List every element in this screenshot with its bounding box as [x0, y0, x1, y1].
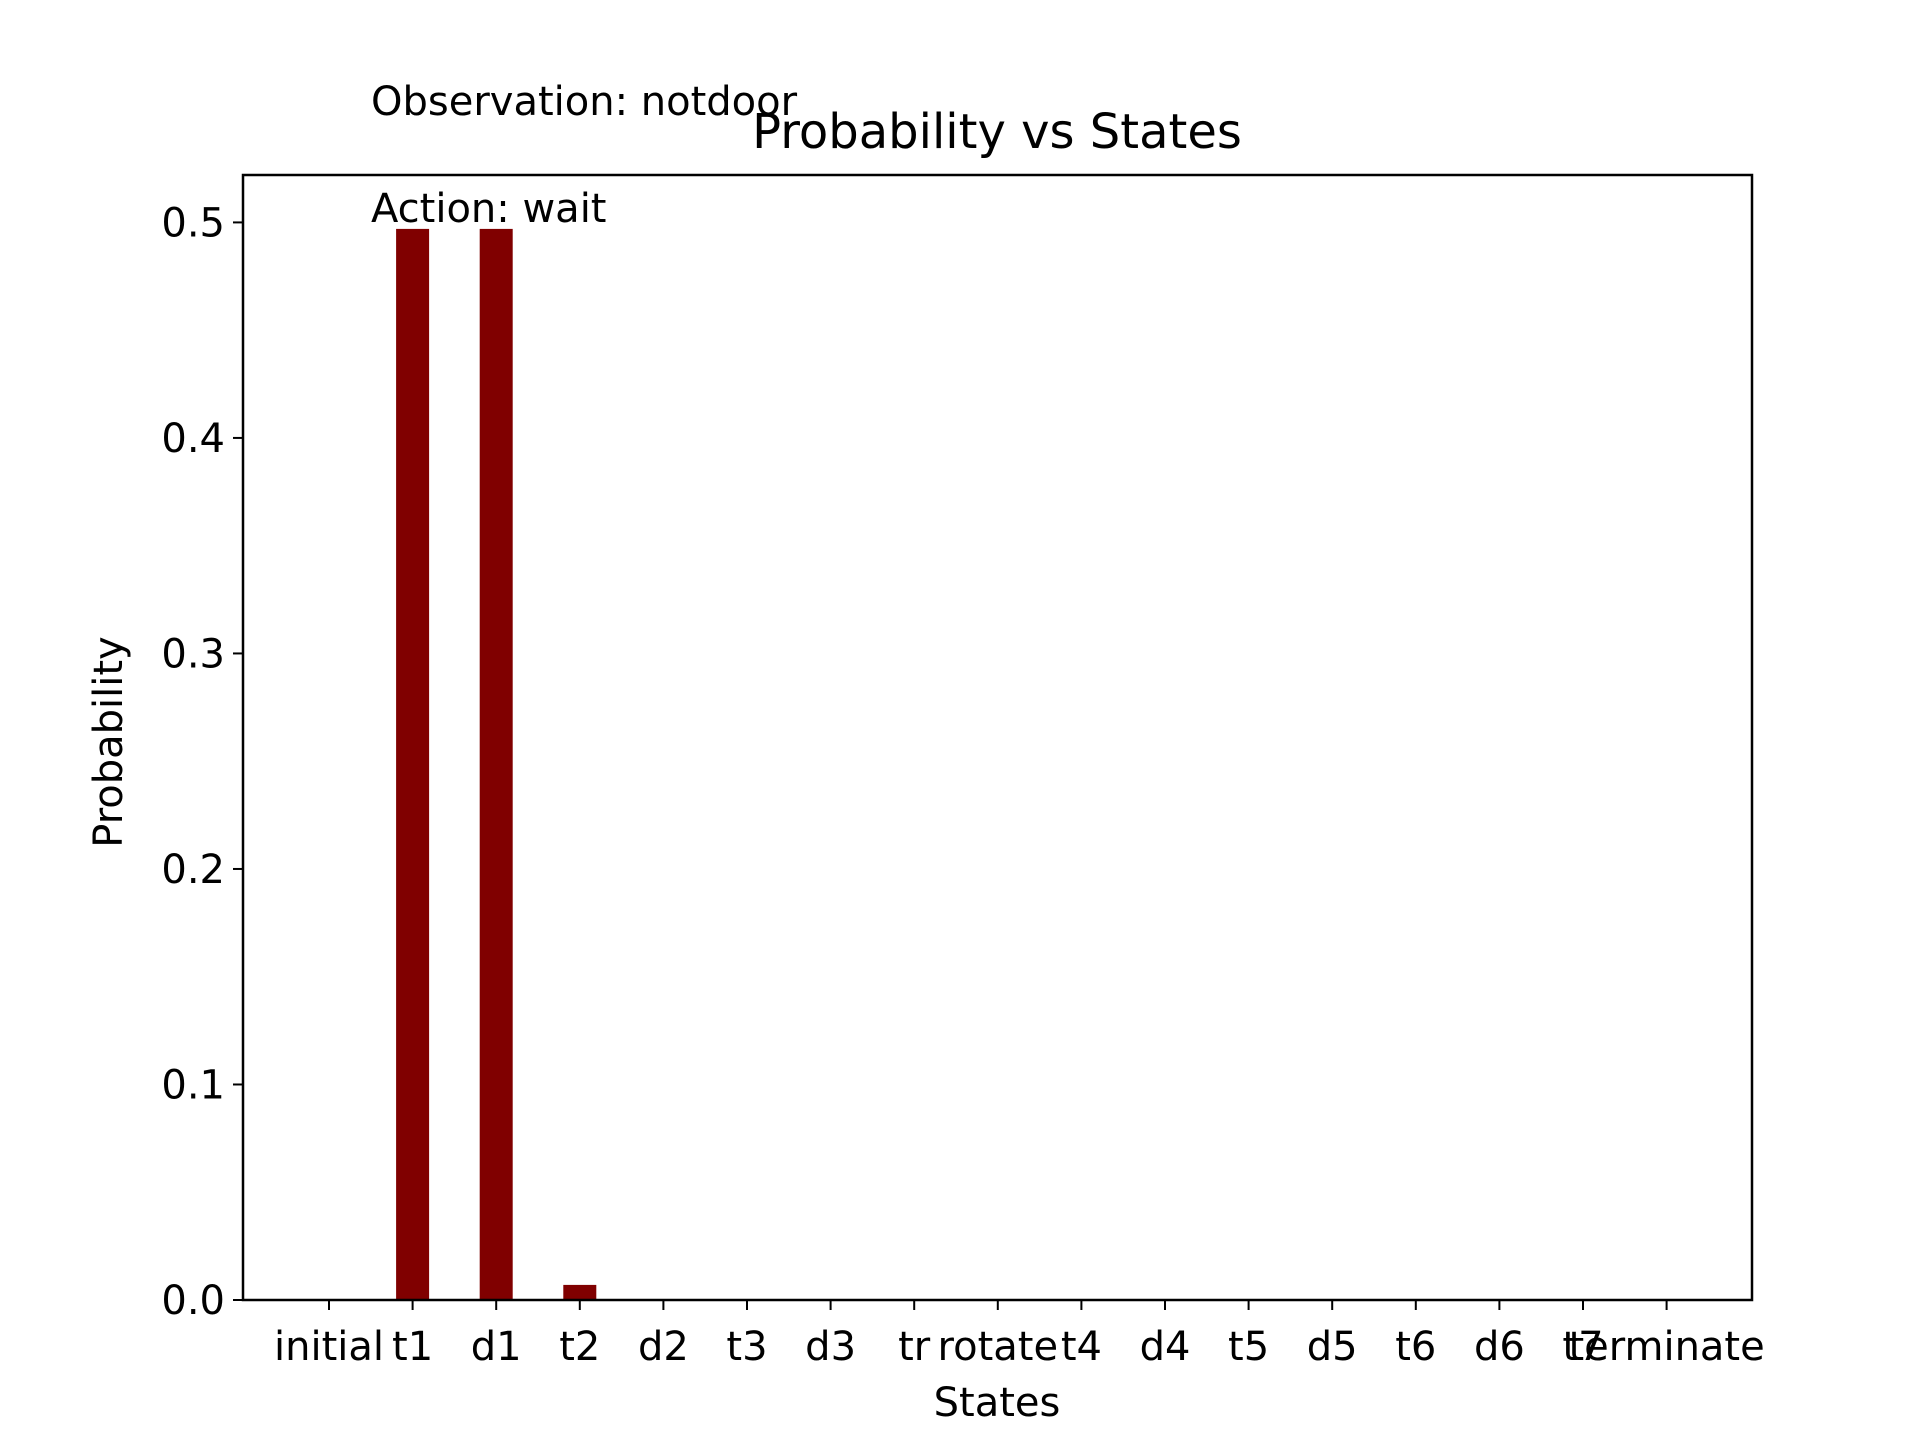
x-tick-label-t5: t5 — [1228, 1324, 1269, 1370]
x-tick-label-tr: tr — [898, 1324, 931, 1370]
y-tick-label-3: 0.3 — [161, 631, 225, 677]
x-tick-label-d1: d1 — [471, 1324, 522, 1370]
x-tick-label-t6: t6 — [1395, 1324, 1436, 1370]
y-axis-label: Probability — [86, 636, 132, 847]
x-tick-label-d2: d2 — [638, 1324, 689, 1370]
bar-t1 — [396, 228, 430, 1300]
y-ticks-group: 0.0 0.1 0.2 0.3 0.4 0.5 — [161, 200, 243, 1324]
bar-t2 — [563, 1284, 597, 1300]
bars-group — [396, 228, 597, 1300]
y-tick-label-4: 0.4 — [161, 416, 225, 462]
x-ticks-group: initial t1 d1 t2 d2 t3 d3 tr rotate t4 d4 t5 d5 t6 d6 t… — [274, 1300, 1765, 1370]
observation-annotation: Observation: notdoor — [371, 79, 798, 125]
y-tick-label-1: 0.1 — [161, 1062, 225, 1108]
x-tick-label-d4: d4 — [1140, 1324, 1191, 1370]
bar-d1 — [479, 228, 513, 1300]
x-tick-label-d6: d6 — [1474, 1324, 1525, 1370]
x-tick-label-d5: d5 — [1307, 1324, 1358, 1370]
x-tick-label-terminate: terminate — [1568, 1324, 1764, 1370]
action-annotation: Action: wait — [371, 186, 607, 232]
plot-frame — [241, 173, 1754, 1302]
x-tick-label-t1: t1 — [392, 1324, 433, 1370]
x-tick-label-t3: t3 — [726, 1324, 767, 1370]
x-tick-label-t2: t2 — [559, 1324, 600, 1370]
x-tick-label-initial: initial — [274, 1324, 384, 1370]
x-tick-label-d3: d3 — [805, 1324, 856, 1370]
chart-title: Probability vs States — [752, 104, 1242, 160]
x-tick-label-t4: t4 — [1061, 1324, 1102, 1370]
x-tick-label-rotate: rotate — [938, 1324, 1059, 1370]
y-tick-label-5: 0.5 — [161, 200, 225, 246]
x-axis-label: States — [934, 1380, 1061, 1426]
y-tick-label-2: 0.2 — [161, 847, 225, 893]
y-tick-label-0: 0.0 — [161, 1278, 225, 1324]
x-tick-label-t7: t7 — [1562, 1324, 1603, 1370]
